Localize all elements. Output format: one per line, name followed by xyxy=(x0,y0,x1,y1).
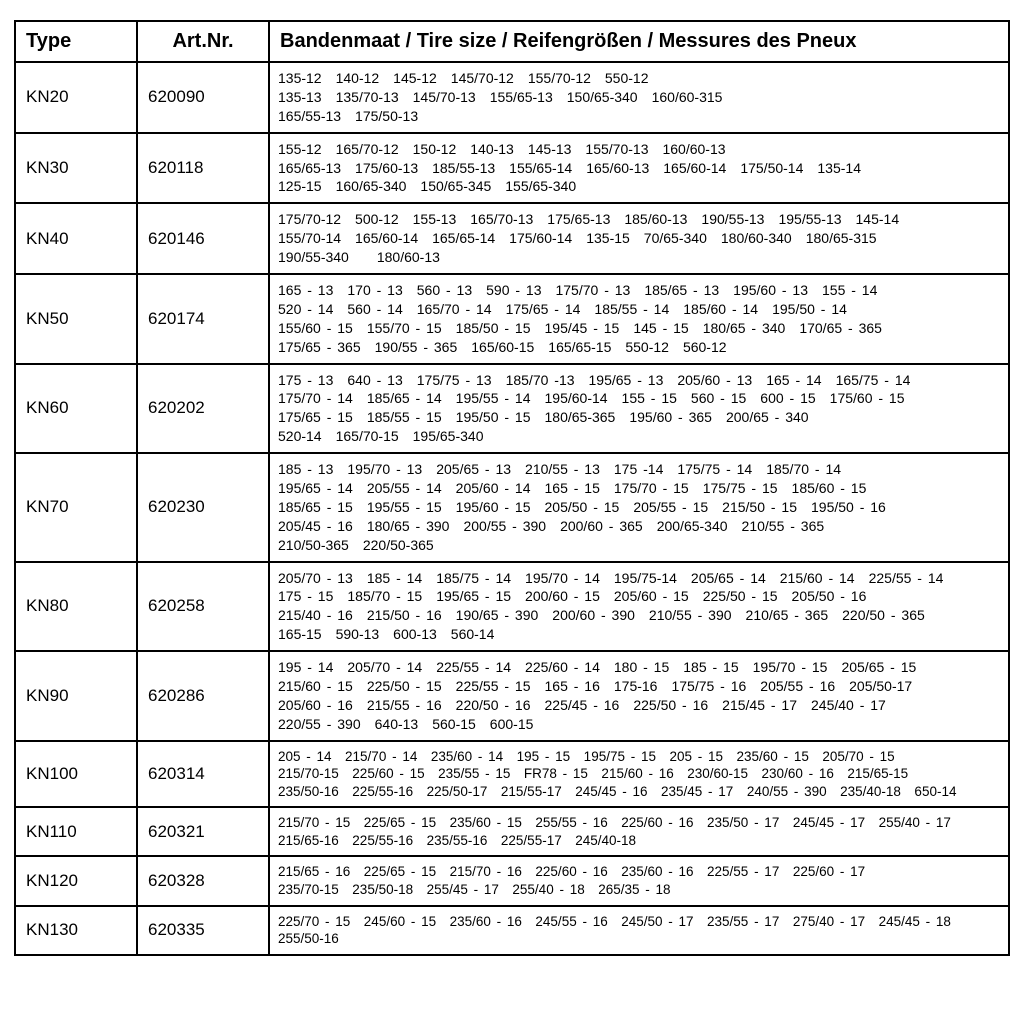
cell-sizes: 185 - 13 195/70 - 13 205/65 - 13 210/55 … xyxy=(269,453,1009,561)
cell-sizes: 205/70 - 13 185 - 14 185/75 - 14 195/70 … xyxy=(269,562,1009,652)
col-header-sizes: Bandenmaat / Tire size / Reifengrößen / … xyxy=(269,21,1009,62)
cell-artnr: 620118 xyxy=(137,133,269,204)
cell-artnr: 620090 xyxy=(137,62,269,133)
cell-sizes: 195 - 14 205/70 - 14 225/55 - 14 225/60 … xyxy=(269,651,1009,741)
cell-sizes: 135-12 140-12 145-12 145/70-12 155/70-12… xyxy=(269,62,1009,133)
table-row: KN50620174165 - 13 170 - 13 560 - 13 590… xyxy=(15,274,1009,364)
table-row: KN70620230185 - 13 195/70 - 13 205/65 - … xyxy=(15,453,1009,561)
cell-artnr: 620202 xyxy=(137,364,269,454)
cell-sizes: 175/70-12 500-12 155-13 165/70-13 175/65… xyxy=(269,203,1009,274)
cell-type: KN110 xyxy=(15,807,137,856)
table-row: KN90620286195 - 14 205/70 - 14 225/55 - … xyxy=(15,651,1009,741)
table-row: KN30620118155-12 165/70-12 150-12 140-13… xyxy=(15,133,1009,204)
cell-artnr: 620314 xyxy=(137,741,269,808)
cell-type: KN60 xyxy=(15,364,137,454)
cell-sizes: 225/70 - 15 245/60 - 15 235/60 - 16 245/… xyxy=(269,906,1009,955)
cell-artnr: 620335 xyxy=(137,906,269,955)
cell-type: KN70 xyxy=(15,453,137,561)
cell-type: KN50 xyxy=(15,274,137,364)
cell-artnr: 620328 xyxy=(137,856,269,905)
cell-sizes: 165 - 13 170 - 13 560 - 13 590 - 13 175/… xyxy=(269,274,1009,364)
col-header-artnr: Art.Nr. xyxy=(137,21,269,62)
cell-artnr: 620321 xyxy=(137,807,269,856)
table-row: KN20620090135-12 140-12 145-12 145/70-12… xyxy=(15,62,1009,133)
cell-artnr: 620146 xyxy=(137,203,269,274)
cell-artnr: 620174 xyxy=(137,274,269,364)
table-row: KN40620146175/70-12 500-12 155-13 165/70… xyxy=(15,203,1009,274)
cell-type: KN20 xyxy=(15,62,137,133)
table-row: KN100620314205 - 14 215/70 - 14 235/60 -… xyxy=(15,741,1009,808)
cell-artnr: 620286 xyxy=(137,651,269,741)
cell-type: KN30 xyxy=(15,133,137,204)
cell-sizes: 175 - 13 640 - 13 175/75 - 13 185/70 -13… xyxy=(269,364,1009,454)
cell-type: KN90 xyxy=(15,651,137,741)
cell-artnr: 620230 xyxy=(137,453,269,561)
table-row: KN80620258205/70 - 13 185 - 14 185/75 - … xyxy=(15,562,1009,652)
cell-sizes: 155-12 165/70-12 150-12 140-13 145-13 15… xyxy=(269,133,1009,204)
cell-sizes: 205 - 14 215/70 - 14 235/60 - 14 195 - 1… xyxy=(269,741,1009,808)
table-header-row: Type Art.Nr. Bandenmaat / Tire size / Re… xyxy=(15,21,1009,62)
table-row: KN130620335225/70 - 15 245/60 - 15 235/6… xyxy=(15,906,1009,955)
cell-type: KN80 xyxy=(15,562,137,652)
cell-type: KN40 xyxy=(15,203,137,274)
cell-sizes: 215/70 - 15 225/65 - 15 235/60 - 15 255/… xyxy=(269,807,1009,856)
cell-type: KN130 xyxy=(15,906,137,955)
cell-type: KN120 xyxy=(15,856,137,905)
cell-artnr: 620258 xyxy=(137,562,269,652)
cell-type: KN100 xyxy=(15,741,137,808)
col-header-type: Type xyxy=(15,21,137,62)
tire-size-table: Type Art.Nr. Bandenmaat / Tire size / Re… xyxy=(14,20,1010,956)
table-row: KN60620202175 - 13 640 - 13 175/75 - 13 … xyxy=(15,364,1009,454)
cell-sizes: 215/65 - 16 225/65 - 15 215/70 - 16 225/… xyxy=(269,856,1009,905)
table-row: KN120620328215/65 - 16 225/65 - 15 215/7… xyxy=(15,856,1009,905)
table-row: KN110620321215/70 - 15 225/65 - 15 235/6… xyxy=(15,807,1009,856)
